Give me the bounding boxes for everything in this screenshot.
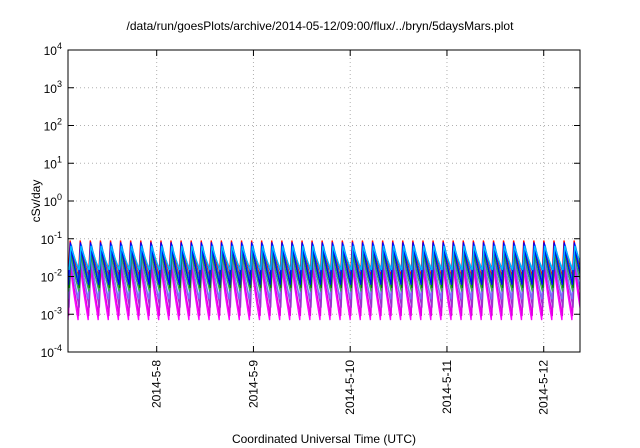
series-line xyxy=(68,242,580,286)
x-tick-label: 2014-5-10 xyxy=(343,360,357,415)
x-axis-ticks: 2014-5-8 2014-5-9 2014-5-10 2014-5-11 2014-5… xyxy=(150,50,551,415)
series-line xyxy=(68,245,580,271)
data-series xyxy=(68,240,580,321)
x-tick-label: 2014-5-12 xyxy=(537,360,551,415)
chart-title: /data/run/goesPlots/archive/2014-05-12/0… xyxy=(127,19,515,33)
x-tick-label: 2014-5-11 xyxy=(440,360,454,414)
x-tick-label: 2014-5-8 xyxy=(150,360,164,408)
x-axis-label: Coordinated Universal Time (UTC) xyxy=(232,432,416,446)
x-tick-label: 2014-5-9 xyxy=(246,360,260,408)
y-axis-label: cSv/day xyxy=(29,180,43,223)
